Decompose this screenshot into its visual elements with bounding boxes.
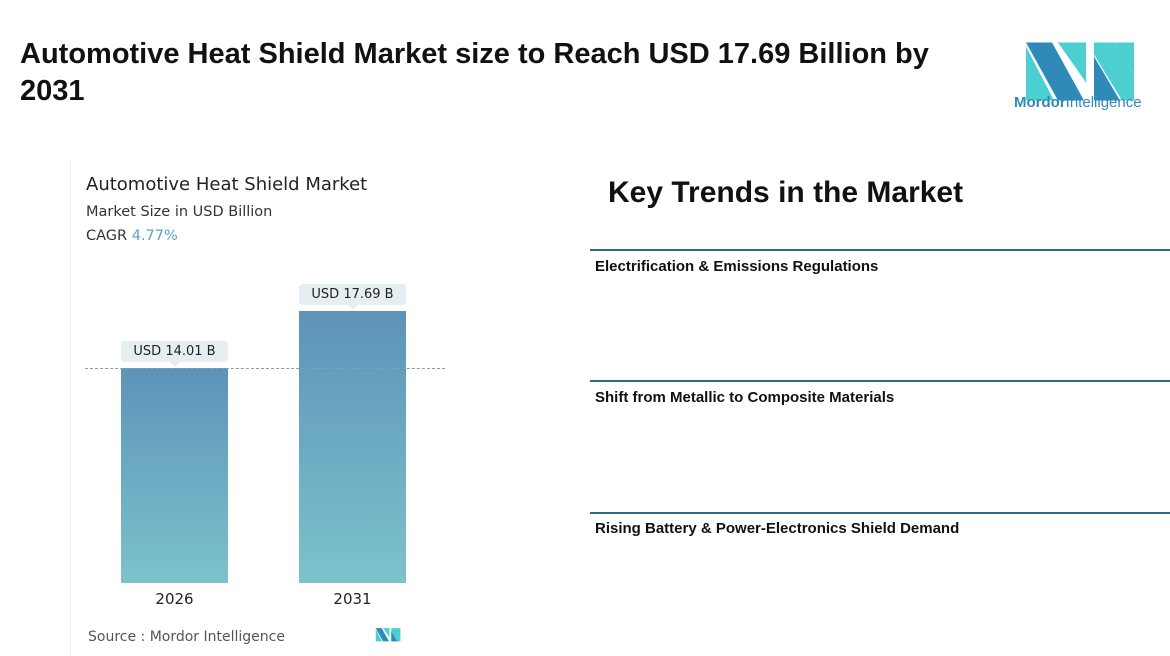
x-tick-label: 2026 [155,590,194,608]
chart-panel [70,160,491,656]
data-label: USD 14.01 B [121,340,228,367]
page-title: Automotive Heat Shield Market size to Re… [20,38,929,107]
cagr-label: CAGR [86,228,128,244]
bar-2026 [121,367,228,583]
cagr: CAGR 4.77% [86,228,178,244]
chart-title: Automotive Heat Shield Market [86,174,368,195]
key-trends-title: Key Trends in the Market [608,176,964,209]
reference-line [85,367,445,369]
mordor-logo-icon [1026,42,1134,101]
x-tick-label: 2031 [333,590,372,608]
trend-item: Shift from Metallic to Composite Materia… [595,389,895,406]
logo-text: MordorIntelligence [1014,94,1142,111]
trend-item: Electrification & Emissions Regulations [595,258,879,275]
bar-2031 [299,311,406,583]
divider [590,512,1170,514]
divider [590,380,1170,382]
divider [590,249,1170,251]
cagr-value: 4.77% [131,228,178,244]
data-label: USD 17.69 B [299,284,406,310]
source-logo-icon [375,628,401,642]
chart-subtitle: Market Size in USD Billion [86,204,273,220]
source-text: Source : Mordor Intelligence [88,629,285,645]
trend-item: Rising Battery & Power-Electronics Shiel… [595,520,960,537]
